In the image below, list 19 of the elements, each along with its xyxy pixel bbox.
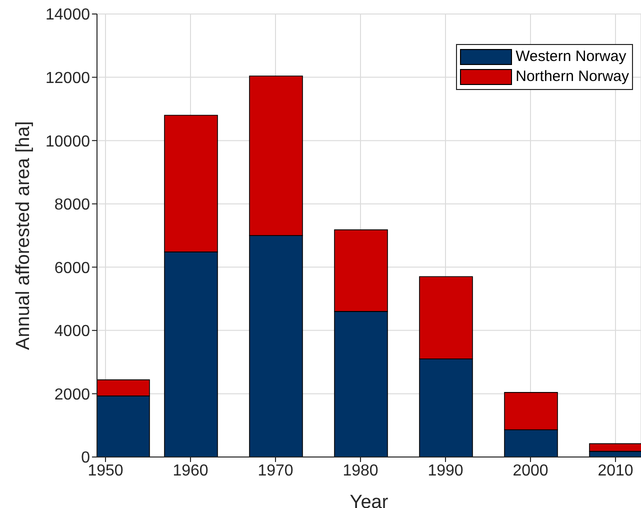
y-tick-label: 8000	[54, 196, 90, 214]
y-tick-label: 2000	[54, 386, 90, 404]
y-tick-label: 4000	[54, 323, 90, 340]
x-tick-label: 1980	[342, 462, 378, 480]
y-tick-label: 14000	[46, 6, 90, 24]
x-tick-label: 1990	[428, 462, 464, 480]
x-tick-label: 1960	[172, 462, 208, 480]
x-tick-label: 1970	[258, 462, 294, 480]
x-tick-label: 2000	[512, 462, 548, 480]
x-axis-title: Year	[350, 492, 389, 508]
x-tick-label: 1950	[88, 462, 124, 480]
legend-label: Northern Norway	[516, 67, 629, 87]
legend-label: Western Norway	[516, 47, 626, 67]
y-axis-title: Annual afforested area [ha]	[13, 121, 34, 350]
y-tick-label: 12000	[46, 70, 90, 87]
y-tick-label: 10000	[46, 133, 90, 150]
y-tick-label: 0	[81, 450, 90, 467]
x-tick-label: 2010	[598, 462, 634, 480]
y-tick-label: 6000	[54, 260, 90, 277]
